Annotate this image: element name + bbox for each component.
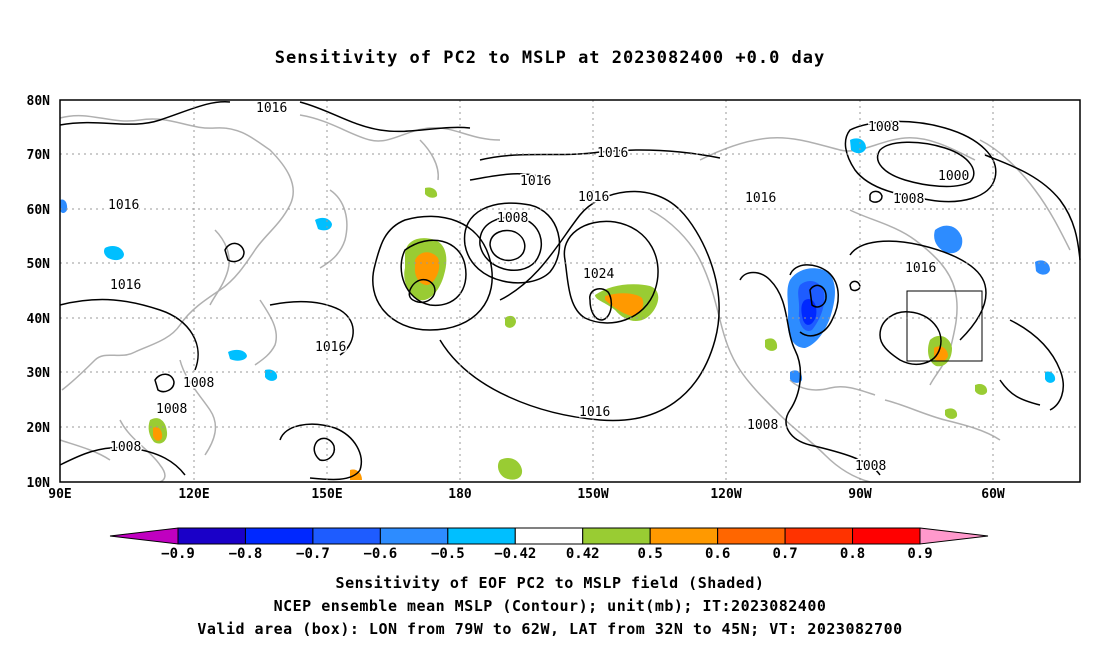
contour-label: 1016 [110,278,141,293]
contour-label: 1008 [156,402,187,417]
colorbar-label: −0.8 [229,546,263,562]
contour-label: 1008 [183,376,214,391]
colorbar-label: 0.6 [705,546,730,562]
contour-label: 1016 [597,146,628,161]
lat-label: 10N [27,476,51,491]
colorbar-end-low [109,527,179,545]
contour-label: 1024 [583,267,614,282]
shade-blob [1035,260,1050,275]
contour-label: 1016 [315,340,346,355]
lon-label: 120E [178,487,209,502]
shade-blob [228,349,247,361]
colorbar-end-high [919,527,989,545]
shade-blob [265,369,278,381]
colorbar-label: −0.7 [296,546,330,562]
lat-label: 70N [27,148,51,163]
colorbar-segment [717,527,786,545]
caption-line-2: NCEP ensemble mean MSLP (Contour); unit(… [273,597,827,615]
colorbar-label: 0.7 [772,546,797,562]
lat-label: 20N [27,421,51,436]
colorbar-segment [852,527,921,545]
shade-blob [765,338,778,351]
sensitivity-shading [60,138,1056,480]
colorbar-segment [447,527,516,545]
lon-label: 180 [448,487,472,502]
contour-label: 1016 [579,405,610,420]
contour-label: 1008 [497,211,528,226]
lon-label: 120W [710,487,741,502]
contour-label: 1016 [108,198,139,213]
shade-blob [975,383,988,395]
contour-label: 1016 [578,190,609,205]
shade-blob [104,246,124,261]
colorbar [109,527,989,545]
lon-label: 150W [577,487,608,502]
longitude-labels: 90E 120E 150E 180 150W 120W 90W 60W [48,487,1005,502]
colorbar-segment [379,527,449,545]
colorbar-segment [177,527,246,545]
valid-area-box [906,290,983,362]
contour-label: 1016 [256,101,287,116]
colorbar-segment [784,527,854,545]
latitude-labels: 80N 70N 60N 50N 40N 30N 20N 10N [27,94,51,491]
shade-blob [153,427,163,441]
colorbar-label: 0.42 [566,546,600,562]
lon-label: 60W [981,487,1005,502]
colorbar-label: 0.5 [638,546,663,562]
shade-blob [850,138,866,154]
map-grid [60,100,1080,482]
lat-label: 30N [27,366,51,381]
shade-blob [497,458,523,480]
contour-label: 1008 [893,192,924,207]
colorbar-labels: −0.9 −0.8 −0.7 −0.6 −0.5 −0.42 0.42 0.5 0.6 0.7 0.… [161,546,933,562]
lat-label: 50N [27,257,51,272]
colorbar-label: −0.42 [494,546,536,562]
contour-label: 1008 [747,418,778,433]
contour-label: 1016 [520,174,551,189]
contour-label: 1008 [868,120,899,135]
contour-label: 1008 [110,440,141,455]
contour-label: 1000 [938,169,969,184]
shade-blob [934,346,948,362]
colorbar-segment [514,527,584,545]
lon-label: 150E [311,487,342,502]
shade-blob [945,408,958,419]
colorbar-segment [649,527,719,545]
shade-blob [605,293,644,316]
contour-label: 1008 [855,459,886,474]
shade-blob [414,252,440,286]
lat-label: 40N [27,312,51,327]
shade-blob [505,315,516,328]
shade-blob [315,217,332,231]
lon-label: 90E [48,487,71,502]
colorbar-segment [582,527,651,545]
colorbar-segment [244,527,314,545]
map-frame [59,99,1081,483]
colorbar-label: −0.6 [364,546,398,562]
shade-blob [790,370,803,383]
colorbar-label: −0.9 [161,546,195,562]
shade-blob [425,187,438,198]
shade-blob [934,225,963,254]
caption-line-1: Sensitivity of EOF PC2 to MSLP field (Sh… [335,574,765,592]
colorbar-segment [312,527,381,545]
colorbar-label: 0.9 [907,546,932,562]
colorbar-label: 0.8 [840,546,865,562]
map-title: Sensitivity of PC2 to MSLP at 2023082400… [274,48,826,68]
contour-label: 1016 [745,191,776,206]
mslp-contours [59,101,1081,481]
contour-label: 1016 [905,261,936,276]
colorbar-label: −0.5 [431,546,465,562]
lon-label: 90W [848,487,872,502]
shade-blob [60,199,68,213]
lat-label: 60N [27,203,51,218]
contour-labels: 1016 1016 1016 1016 1008 1016 1008 1000 … [107,100,971,476]
caption-line-3: Valid area (box): LON from 79W to 62W, L… [197,620,903,638]
shade-blob [1045,371,1056,383]
lat-label: 80N [27,94,51,109]
